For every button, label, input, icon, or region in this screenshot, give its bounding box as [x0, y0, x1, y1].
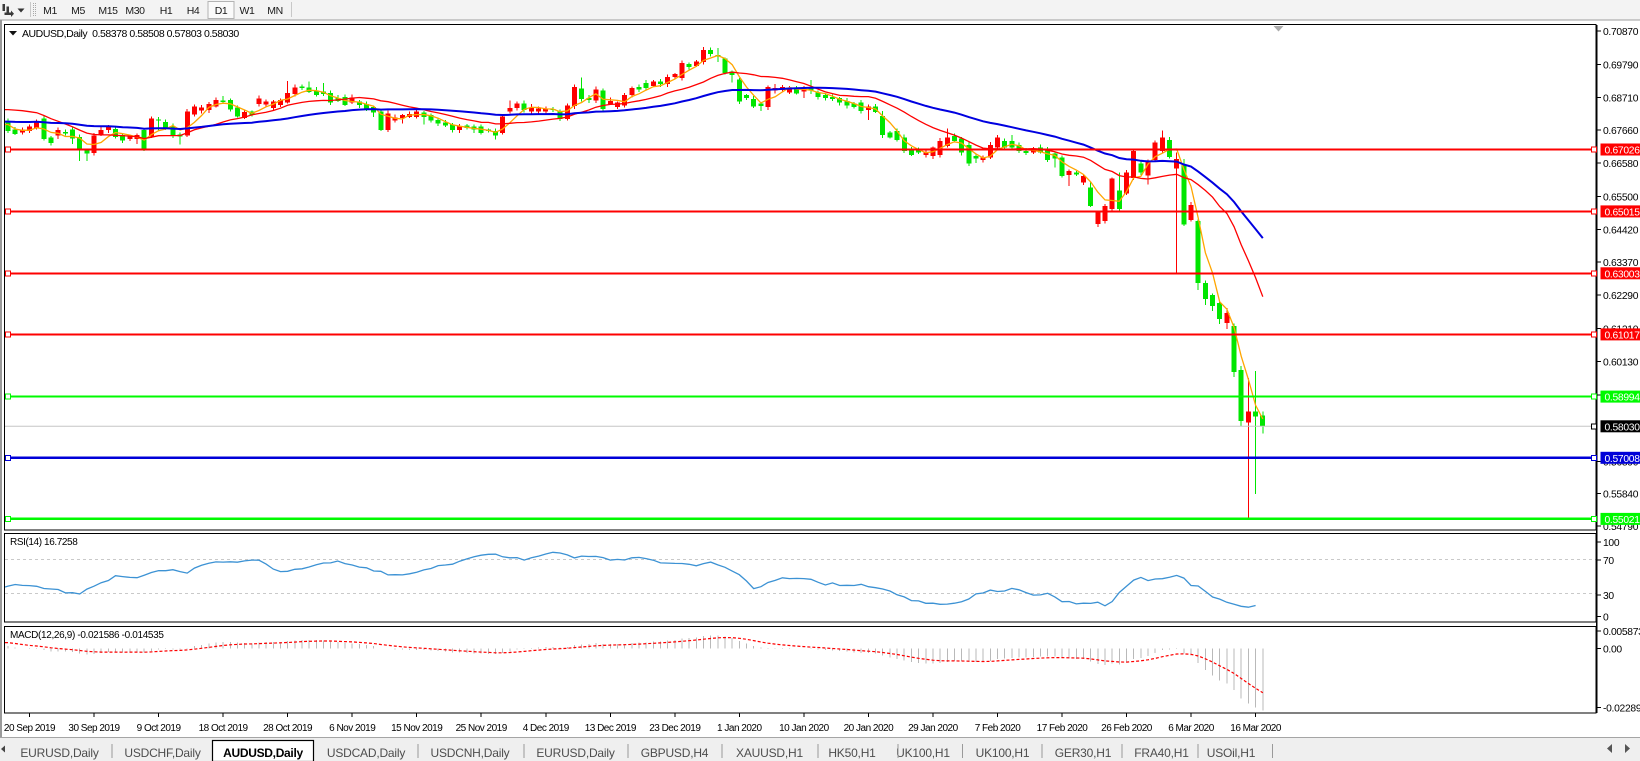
svg-text:70: 70	[1603, 556, 1614, 567]
svg-text:H4: H4	[187, 5, 200, 17]
svg-text:H1: H1	[160, 5, 173, 17]
svg-text:0.61017: 0.61017	[1605, 330, 1640, 341]
svg-text:0.005873: 0.005873	[1603, 627, 1640, 638]
svg-text:AUDUSD,Daily: AUDUSD,Daily	[223, 746, 303, 760]
svg-text:0.65500: 0.65500	[1603, 192, 1639, 203]
svg-text:USDCHF,Daily: USDCHF,Daily	[124, 746, 200, 760]
svg-text:30 Sep 2019: 30 Sep 2019	[68, 723, 120, 734]
svg-text:0.63370: 0.63370	[1603, 258, 1639, 269]
svg-text:15 Nov 2019: 15 Nov 2019	[391, 723, 443, 734]
svg-text:0.64420: 0.64420	[1603, 226, 1639, 237]
svg-text:100: 100	[1603, 538, 1620, 549]
svg-text:0.67026: 0.67026	[1605, 146, 1640, 157]
svg-text:0.70870: 0.70870	[1603, 27, 1639, 38]
svg-text:6 Mar 2020: 6 Mar 2020	[1168, 723, 1215, 734]
svg-text:18 Oct 2019: 18 Oct 2019	[199, 723, 249, 734]
svg-text:W1: W1	[240, 5, 256, 17]
svg-text:RSI(14) 16.7258: RSI(14) 16.7258	[10, 537, 78, 548]
svg-text:USDCNH,Daily: USDCNH,Daily	[431, 746, 510, 760]
svg-text:7 Feb 2020: 7 Feb 2020	[975, 723, 1022, 734]
svg-text:0.62290: 0.62290	[1603, 291, 1639, 302]
svg-text:GER30,H1: GER30,H1	[1055, 746, 1112, 760]
svg-text:20 Jan 2020: 20 Jan 2020	[844, 723, 894, 734]
svg-text:HK50,H1: HK50,H1	[828, 746, 876, 760]
svg-text:29 Jan 2020: 29 Jan 2020	[908, 723, 958, 734]
svg-text:1 Jan 2020: 1 Jan 2020	[717, 723, 762, 734]
svg-text:MACD(12,26,9) -0.021586 -0.014: MACD(12,26,9) -0.021586 -0.014535	[10, 630, 164, 641]
svg-text:AUDUSD,Daily 0.58378 0.58508: AUDUSD,Daily 0.58378 0.58508 0.57803 0.5…	[22, 28, 239, 40]
svg-text:D1: D1	[215, 5, 228, 17]
svg-text:XAUUSD,H1: XAUUSD,H1	[736, 746, 803, 760]
svg-text:0.60130: 0.60130	[1603, 358, 1639, 369]
svg-text:FRA40,H1: FRA40,H1	[1134, 746, 1189, 760]
svg-text:UK100,H1: UK100,H1	[976, 746, 1030, 760]
svg-text:0.55840: 0.55840	[1603, 490, 1639, 501]
svg-text:6 Nov 2019: 6 Nov 2019	[329, 723, 376, 734]
svg-text:16 Mar 2020: 16 Mar 2020	[1230, 723, 1282, 734]
svg-text:M30: M30	[125, 5, 145, 17]
svg-text:0.67660: 0.67660	[1603, 126, 1639, 137]
svg-text:0.57008: 0.57008	[1605, 454, 1640, 465]
svg-text:0.66580: 0.66580	[1603, 159, 1639, 170]
svg-text:EURUSD,Daily: EURUSD,Daily	[536, 746, 614, 760]
svg-text:0.58994: 0.58994	[1605, 393, 1640, 404]
svg-text:USOil,H1: USOil,H1	[1207, 746, 1256, 760]
svg-text:9 Oct 2019: 9 Oct 2019	[137, 723, 182, 734]
svg-text:0: 0	[1603, 613, 1609, 624]
svg-text:23 Dec 2019: 23 Dec 2019	[649, 723, 701, 734]
svg-text:USDCAD,Daily: USDCAD,Daily	[327, 746, 405, 760]
svg-text:13 Dec 2019: 13 Dec 2019	[585, 723, 637, 734]
svg-text:M15: M15	[98, 5, 118, 17]
svg-text:10 Jan 2020: 10 Jan 2020	[779, 723, 829, 734]
svg-text:28 Oct 2019: 28 Oct 2019	[263, 723, 313, 734]
svg-text:0.00: 0.00	[1603, 645, 1622, 656]
svg-text:20 Sep 2019: 20 Sep 2019	[4, 723, 56, 734]
svg-text:17 Feb 2020: 17 Feb 2020	[1037, 723, 1089, 734]
svg-text:M5: M5	[71, 5, 85, 17]
svg-text:0.54790: 0.54790	[1603, 522, 1639, 533]
svg-text:GBPUSD,H4: GBPUSD,H4	[641, 746, 709, 760]
svg-text:MN: MN	[267, 5, 283, 17]
svg-text:30: 30	[1603, 591, 1614, 602]
svg-text:0.65015: 0.65015	[1605, 207, 1640, 218]
svg-text:M1: M1	[43, 5, 57, 17]
svg-text:0.68710: 0.68710	[1603, 94, 1639, 105]
svg-text:0.55021: 0.55021	[1605, 515, 1640, 526]
svg-text:0.69790: 0.69790	[1603, 60, 1639, 71]
svg-text:26 Feb 2020: 26 Feb 2020	[1101, 723, 1153, 734]
svg-text:0.63003: 0.63003	[1605, 269, 1640, 280]
svg-text:25 Nov 2019: 25 Nov 2019	[456, 723, 508, 734]
svg-text:UK100,H1: UK100,H1	[896, 746, 950, 760]
svg-text:EURUSD,Daily: EURUSD,Daily	[20, 746, 98, 760]
svg-text:0.58030: 0.58030	[1605, 422, 1640, 433]
svg-text:4 Dec 2019: 4 Dec 2019	[523, 723, 570, 734]
svg-text:-0.022891: -0.022891	[1603, 704, 1640, 715]
